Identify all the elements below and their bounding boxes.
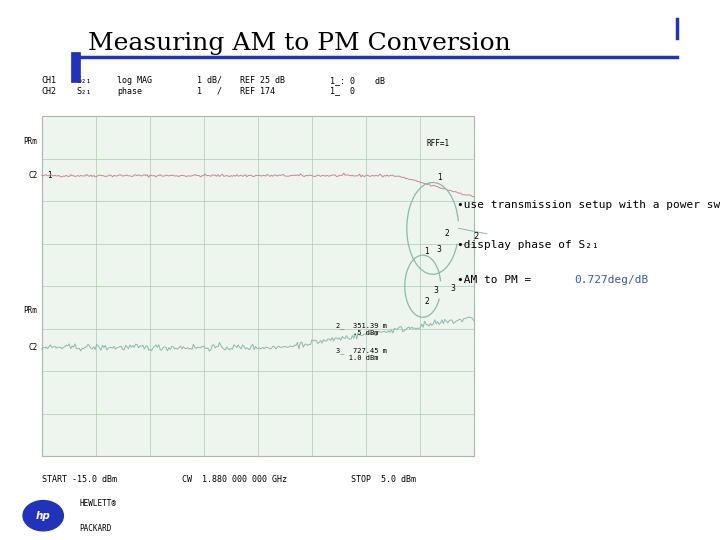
Text: 1: 1	[438, 173, 442, 181]
Text: 1_: 0    dB: 1_: 0 dB	[330, 76, 384, 85]
Text: hp: hp	[36, 511, 50, 521]
Text: 3: 3	[451, 285, 456, 293]
Text: •display phase of S₂₁: •display phase of S₂₁	[457, 240, 599, 251]
Text: S₂₁: S₂₁	[76, 76, 91, 85]
Text: 2: 2	[445, 230, 449, 238]
Text: S₂₁: S₂₁	[76, 86, 91, 96]
Text: 2: 2	[424, 297, 428, 306]
Text: Measuring AM to PM Conversion: Measuring AM to PM Conversion	[88, 32, 510, 55]
Text: PACKARD: PACKARD	[79, 524, 112, 533]
Text: RFF=1: RFF=1	[427, 139, 450, 148]
Text: •AM to PM =: •AM to PM =	[457, 275, 545, 286]
Bar	[42, 116, 474, 456]
Text: 2: 2	[473, 232, 479, 241]
Text: CW  1.880 000 000 GHz: CW 1.880 000 000 GHz	[182, 475, 287, 484]
Text: 3_  727.45 m
   1.0 dBm: 3_ 727.45 m 1.0 dBm	[336, 347, 387, 361]
Text: PRm: PRm	[24, 306, 37, 314]
Text: START -15.0 dBm: START -15.0 dBm	[42, 475, 117, 484]
Text: 1: 1	[48, 171, 52, 180]
Text: •use transmission setup with a power sweep: •use transmission setup with a power swe…	[457, 200, 720, 210]
Text: STOP  5.0 dBm: STOP 5.0 dBm	[351, 475, 416, 484]
Text: 3: 3	[436, 246, 441, 254]
Text: 3: 3	[433, 286, 438, 295]
Text: 0.727deg/dB: 0.727deg/dB	[574, 275, 648, 286]
Text: 1_  0: 1_ 0	[330, 86, 355, 96]
Text: phase: phase	[117, 86, 143, 96]
Text: log MAG: log MAG	[117, 76, 153, 85]
Text: CH1: CH1	[42, 76, 57, 85]
Text: CH2: CH2	[42, 86, 57, 96]
Text: 1   /: 1 /	[197, 86, 222, 96]
Text: 2_  351.39 m
    .5 dBm: 2_ 351.39 m .5 dBm	[336, 322, 387, 335]
Text: 1: 1	[424, 247, 428, 255]
Text: HEWLETT®: HEWLETT®	[79, 498, 116, 508]
Text: C2: C2	[28, 343, 37, 352]
Text: REF 174: REF 174	[240, 86, 275, 96]
Circle shape	[23, 501, 63, 531]
Text: PRm: PRm	[24, 137, 37, 146]
Text: C2: C2	[28, 171, 37, 180]
Text: 1 dB/: 1 dB/	[197, 76, 222, 85]
Text: REF 25 dB: REF 25 dB	[240, 76, 285, 85]
